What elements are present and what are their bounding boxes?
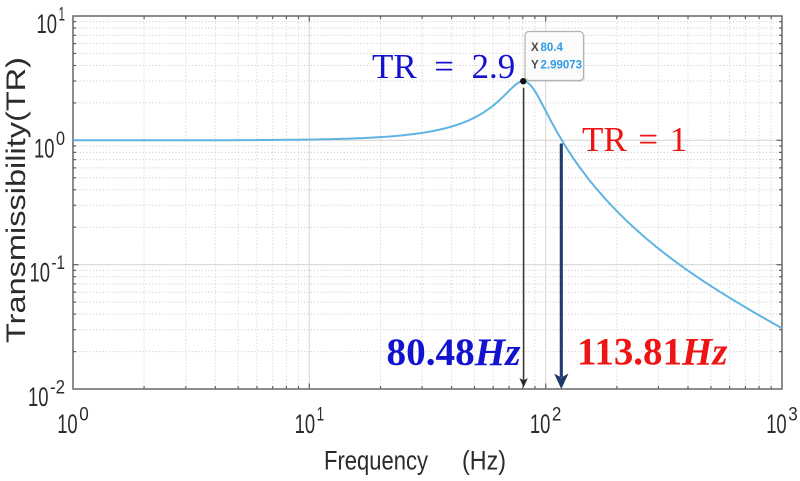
svg-text:10: 10 — [766, 409, 787, 439]
svg-text:10: 10 — [34, 133, 55, 163]
svg-text:Frequency: Frequency — [324, 446, 428, 476]
svg-text:113.81Hz: 113.81Hz — [577, 331, 728, 374]
svg-text:X: X — [531, 42, 539, 54]
svg-text:Transmissibility(TR): Transmissibility(TR) — [1, 57, 31, 343]
svg-text:80.48Hz: 80.48Hz — [387, 331, 522, 374]
svg-text:10: 10 — [530, 409, 551, 439]
svg-text:Y: Y — [531, 60, 539, 72]
svg-text:-2: -2 — [50, 378, 65, 399]
svg-text:2: 2 — [552, 405, 562, 426]
svg-text:10: 10 — [30, 258, 51, 288]
svg-text:10: 10 — [28, 382, 49, 412]
svg-text:TR = 1: TR = 1 — [582, 120, 687, 159]
svg-text:1: 1 — [317, 405, 325, 426]
svg-text:1: 1 — [59, 5, 66, 26]
svg-text:80.4: 80.4 — [541, 42, 564, 54]
svg-text:10: 10 — [57, 409, 77, 439]
svg-text:10: 10 — [37, 9, 58, 39]
svg-text:(Hz): (Hz) — [462, 446, 506, 476]
svg-text:0: 0 — [56, 129, 65, 150]
svg-text:10: 10 — [295, 409, 316, 439]
svg-text:2.99073: 2.99073 — [541, 60, 583, 72]
svg-text:3: 3 — [788, 405, 798, 426]
svg-text:-1: -1 — [52, 253, 66, 274]
svg-text:TR = 2.9: TR = 2.9 — [372, 47, 515, 86]
svg-text:0: 0 — [79, 405, 89, 426]
